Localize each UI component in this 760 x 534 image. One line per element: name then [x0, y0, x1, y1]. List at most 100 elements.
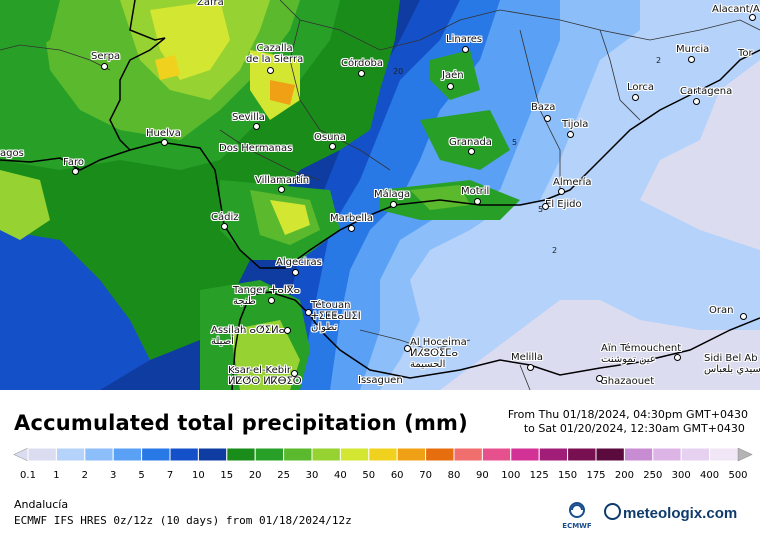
period-to: to Sat 01/20/2024, 12:30am GMT+0430	[523, 422, 745, 435]
city-marker	[305, 309, 312, 316]
city-label: Serpa	[91, 51, 121, 62]
city-marker	[527, 364, 534, 371]
scale-swatch	[595, 447, 625, 462]
city-label: Issaguen	[358, 375, 403, 386]
scale-tick-label: 70	[419, 470, 432, 481]
precipitation-map: 20 5 5 2 2 Zafra Alacant/Ali Serpa Cazal…	[0, 0, 760, 390]
city-label: Osuna	[314, 132, 346, 143]
scale-tick-label: 50	[362, 470, 376, 481]
scale-swatch	[141, 447, 171, 462]
city-label: Tijola	[562, 119, 589, 130]
contour-label: 20	[393, 67, 404, 76]
city-marker	[632, 94, 639, 101]
scale-tick-label: 1	[53, 470, 60, 481]
region-name: Andalucía	[14, 498, 69, 511]
scale-swatch	[339, 447, 370, 462]
city-marker	[291, 370, 298, 377]
city-marker	[596, 375, 603, 382]
city-label: Melilla	[511, 352, 544, 363]
scale-swatch	[368, 447, 398, 462]
scale-swatch	[481, 447, 512, 462]
city-marker	[278, 186, 285, 193]
city-label: El Ejido	[545, 199, 582, 210]
city-label: Lorca	[627, 82, 655, 93]
scale-swatch	[112, 447, 143, 462]
scale-tick-label: 0.1	[20, 470, 36, 481]
city-label: Al Hoceima ⵍⵃⵓⵙⵉⵎⴰ الحسيمة	[410, 337, 467, 370]
scale-tick-label: 25	[277, 470, 290, 481]
scale-tick-label: 200	[614, 470, 634, 481]
scale-swatch	[311, 447, 341, 462]
scale-swatch	[197, 447, 228, 462]
city-label: Murcia	[676, 44, 710, 55]
scale-tick-label: 15	[220, 470, 234, 481]
city-label: Cartagena	[680, 86, 733, 97]
city-label: Jaén	[442, 70, 464, 81]
city-label: Baza	[531, 102, 556, 113]
scale-tick-label: 60	[390, 470, 404, 481]
city-label: Alacant/Ali	[712, 4, 760, 15]
scale-swatch	[169, 447, 199, 462]
ecmwf-logo: ECMWF	[561, 500, 593, 530]
city-label: Cazalla de la Sierra	[246, 43, 304, 65]
city-label: Almería	[553, 177, 592, 188]
contour-label: 2	[552, 246, 558, 255]
precipitation-field	[0, 0, 760, 390]
scale-swatch	[55, 447, 86, 462]
forecast-period: From Thu 01/18/2024, 04:30pm GMT+0430 to…	[508, 408, 748, 436]
city-label: Zafra	[197, 0, 224, 8]
scale-swatch	[283, 447, 313, 462]
scale-swatch	[396, 447, 427, 462]
city-marker	[567, 131, 574, 138]
contour-label: 5	[538, 205, 544, 214]
city-marker	[292, 269, 299, 276]
scale-tick-label: 10	[192, 470, 205, 481]
scale-tick-label: 40	[334, 470, 347, 481]
scale-swatch	[567, 447, 597, 462]
scale-tick-label: 20	[248, 470, 262, 481]
city-label: agos	[0, 148, 24, 159]
city-label: Tétouan ⵜⵉⵟⵟⴰⵡⵉⵏ تطوان	[311, 300, 361, 333]
scale-swatch	[254, 447, 285, 462]
period-from: From Thu 01/18/2024, 04:30pm GMT+0430	[507, 408, 748, 421]
city-marker	[348, 225, 355, 232]
color-scale-tick-labels: 0.1 1 2 3 5 7 10 15 20 25 30 40 50 60 70 80 90 100 125 150 1…	[0, 470, 760, 484]
scale-tick-label: 2	[81, 470, 88, 481]
ecmwf-logo-text: ECMWF	[562, 522, 592, 530]
city-marker	[462, 46, 469, 53]
city-marker	[558, 188, 565, 195]
city-label: Málaga	[374, 189, 411, 200]
city-label: Sevilla	[232, 112, 265, 123]
city-marker	[468, 148, 475, 155]
meteologix-logo[interactable]: meteologix.com	[604, 503, 737, 522]
city-label: Córdoba	[341, 58, 383, 69]
city-marker	[329, 143, 336, 150]
color-scale-bar	[13, 447, 753, 462]
city-marker	[72, 168, 79, 175]
city-marker	[390, 201, 397, 208]
city-marker	[284, 327, 291, 334]
scale-tick-label: 5	[138, 470, 145, 481]
city-marker	[749, 14, 756, 21]
scale-swatch	[623, 447, 654, 462]
model-info: ECMWF IFS HRES 0z/12z (10 days) from 01/…	[14, 514, 352, 527]
scale-tick-label: 300	[671, 470, 691, 481]
city-label: Algeciras	[276, 257, 322, 268]
scale-tick-label: 150	[558, 470, 578, 481]
scale-swatch	[84, 447, 114, 462]
city-marker	[221, 223, 228, 230]
city-marker	[693, 98, 700, 105]
city-marker	[358, 70, 365, 77]
chart-title: Accumulated total precipitation (mm)	[14, 411, 468, 435]
city-label: Sidi Bel Ab سيدي بلعباس	[704, 353, 760, 375]
city-marker	[447, 83, 454, 90]
city-label: Aïn Témouchent عين تموشنت	[601, 343, 682, 365]
scale-tick-label: 100	[501, 470, 521, 481]
ecmwf-logo-icon: ECMWF	[562, 502, 592, 530]
scale-swatch	[709, 447, 739, 462]
city-marker	[404, 345, 411, 352]
scale-arrow-right	[737, 447, 753, 462]
city-marker	[474, 198, 481, 205]
meteologix-logo-icon	[604, 503, 621, 520]
city-marker	[267, 67, 274, 74]
